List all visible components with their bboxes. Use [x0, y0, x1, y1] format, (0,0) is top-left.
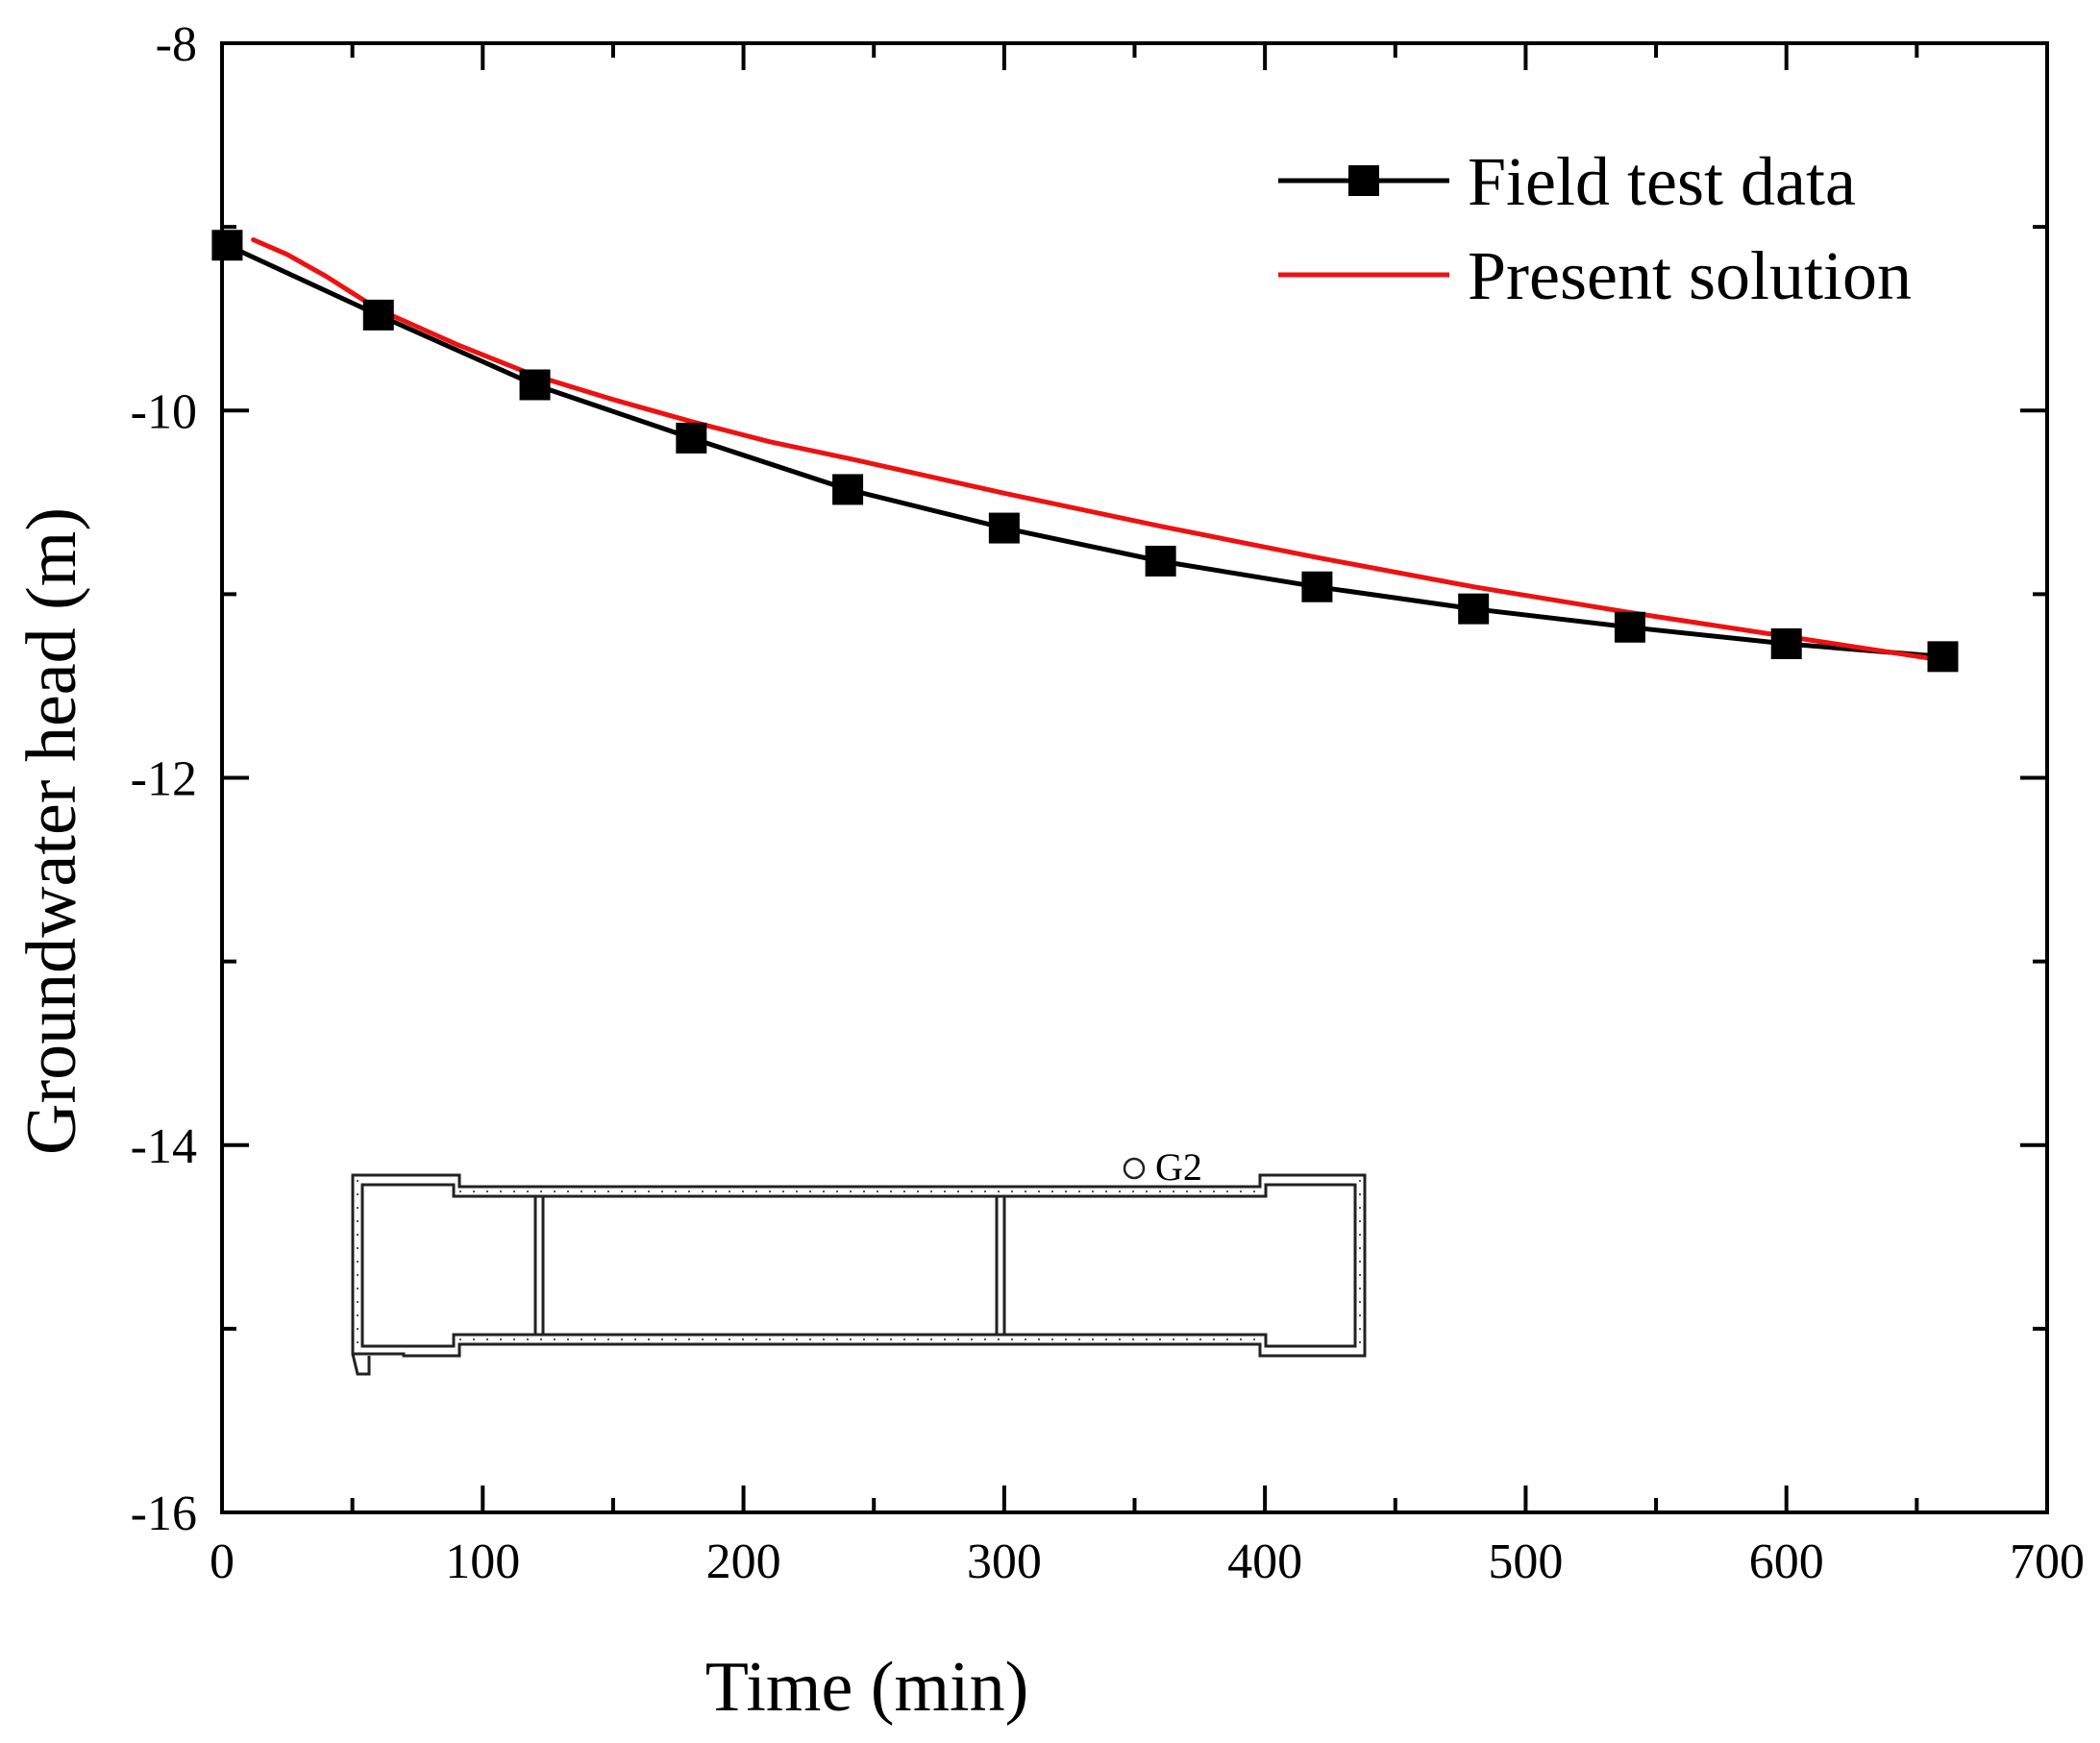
station-outline-outer — [351, 1173, 1367, 1358]
x-tick-label-200: 200 — [706, 1534, 781, 1589]
data-point-field-test-data-600 — [1770, 627, 1802, 659]
tick-labels: 0 100 200 300 400 500 600 700 -16 -14 -12 -10 -8 — [131, 17, 2085, 1589]
data-point-field-test-data-60 — [362, 299, 394, 331]
station-corner-stub — [351, 1353, 371, 1376]
x-tick-label-700: 700 — [2010, 1534, 2085, 1589]
x-axis-title: Time (min) — [705, 1648, 1028, 1727]
station-layout-diagram — [351, 1157, 1367, 1376]
data-point-field-test-data-300 — [988, 512, 1020, 544]
x-tick-label-500: 500 — [1488, 1534, 1563, 1589]
plot-area-frame — [220, 41, 2049, 1514]
y-tick-label--14: -14 — [131, 1119, 197, 1174]
data-point-field-test-data-660 — [1927, 641, 1959, 673]
data-point-field-test-data-180 — [676, 422, 707, 454]
plot-series — [211, 230, 1959, 673]
data-point-field-test-data-540 — [1614, 611, 1645, 643]
outer-wall-hatching — [357, 1180, 1361, 1351]
data-point-field-test-data-2 — [211, 230, 243, 261]
data-point-field-test-data-480 — [1458, 593, 1490, 625]
y-tick-label--10: -10 — [131, 384, 197, 439]
y-tick-label--8: -8 — [156, 17, 197, 72]
x-tick-label-600: 600 — [1749, 1534, 1824, 1589]
y-axis-title: Groundwater head (m) — [12, 507, 91, 1155]
x-tick-label-100: 100 — [445, 1534, 520, 1589]
x-tick-label-400: 400 — [1227, 1534, 1302, 1589]
data-point-field-test-data-420 — [1301, 571, 1333, 602]
legend-label-present-solution: Present solution — [1468, 237, 1912, 314]
data-point-field-test-data-120 — [519, 369, 551, 401]
monitoring-well-g2 — [1123, 1157, 1146, 1180]
x-tick-label-0: 0 — [210, 1534, 235, 1589]
legend-label-field-test-data: Field test data — [1468, 143, 1856, 220]
y-tick-label--12: -12 — [131, 752, 197, 807]
legend: Field test data Present solution — [1278, 143, 1912, 314]
series-line-field-test-data — [224, 242, 1945, 659]
legend-marker-field-test-data — [1348, 165, 1379, 196]
series-line-present-solution — [251, 237, 1945, 663]
monitoring-well-label: G2 — [1155, 1145, 1202, 1189]
data-point-field-test-data-240 — [832, 474, 864, 505]
x-tick-label-300: 300 — [967, 1534, 1042, 1589]
station-outline-inner — [360, 1183, 1357, 1348]
data-point-field-test-data-360 — [1145, 545, 1176, 577]
y-tick-label--16: -16 — [131, 1486, 197, 1541]
